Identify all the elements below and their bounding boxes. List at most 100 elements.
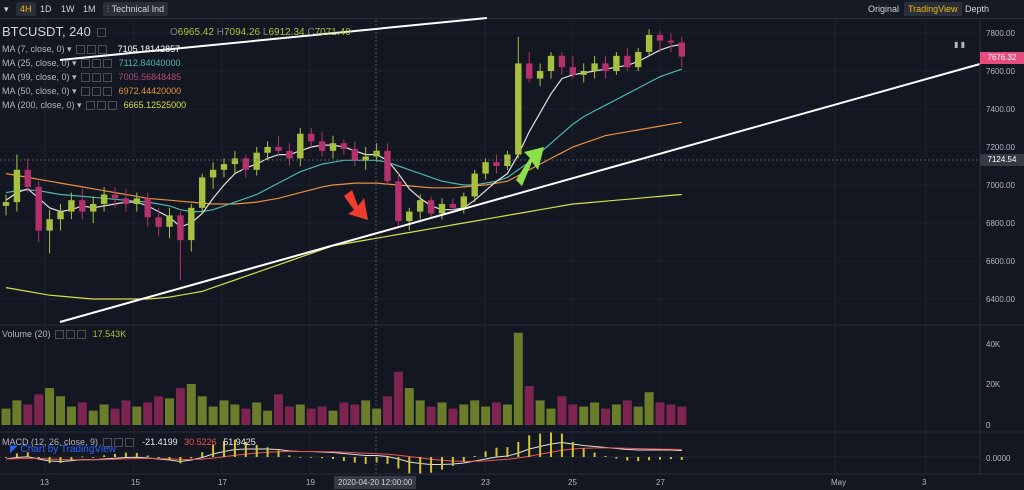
timeframe-dropdown[interactable]: ▾	[4, 4, 9, 14]
volume-bar	[372, 408, 382, 425]
volume-bar	[219, 400, 229, 425]
settings-icon[interactable]	[66, 330, 76, 340]
time-tick: 19	[306, 478, 315, 487]
candle-body	[253, 152, 260, 170]
macd-histogram-bar	[223, 441, 225, 457]
volume-bar	[230, 404, 240, 425]
indicator-ma99[interactable]: MA (99, close, 0) ▾ 7005.56848485	[2, 72, 182, 83]
visibility-icon[interactable]	[102, 438, 112, 448]
macd-histogram-bar	[103, 455, 106, 457]
visibility-icon[interactable]	[81, 73, 91, 83]
open-value: 6965.42	[177, 27, 214, 38]
candle-body	[591, 63, 598, 71]
technical-indicators-button[interactable]: ⫶ Technical Ind	[103, 2, 169, 16]
price-tick: 7000.00	[986, 181, 1015, 190]
tab-original[interactable]: Original	[868, 4, 900, 14]
low-value: 6912.34	[268, 27, 305, 38]
ohlc-readout: O6965.42 H7094.26 L6912.34 C7071.40	[170, 27, 351, 38]
tab-depth[interactable]: Depth	[965, 4, 990, 14]
visibility-icon[interactable]	[76, 45, 86, 55]
macd-histogram-bar	[451, 457, 454, 466]
macd-histogram-bar	[462, 457, 465, 462]
tab-tradingview[interactable]: TradingView	[904, 2, 962, 16]
visibility-icon[interactable]	[81, 87, 91, 97]
settings-icon[interactable]	[96, 28, 106, 38]
macd-histogram-bar	[364, 457, 367, 464]
macd-histogram-bar	[506, 447, 509, 457]
macd-histogram-bar	[550, 432, 552, 457]
macd-histogram-bar	[70, 457, 73, 461]
volume-bar	[1, 408, 11, 425]
settings-icon[interactable]	[92, 87, 102, 97]
close-icon[interactable]	[124, 438, 134, 448]
settings-icon[interactable]	[113, 438, 123, 448]
volume-bar	[383, 396, 392, 425]
close-icon[interactable]	[98, 45, 108, 55]
macd-histogram-bar	[81, 456, 84, 458]
candle-body	[231, 158, 239, 165]
visibility-icon[interactable]	[86, 101, 96, 111]
candle-body	[395, 181, 402, 222]
volume-bar	[197, 396, 207, 425]
macd-legend[interactable]: MACD (12, 26, close, 9) -21.4199 30.5226…	[2, 437, 256, 448]
macd-histogram-bar	[299, 456, 302, 458]
price-tick: 6600.00	[986, 257, 1015, 266]
macd-histogram-bar	[266, 447, 269, 457]
close-icon[interactable]	[77, 330, 87, 340]
settings-icon[interactable]	[92, 59, 102, 69]
price-tick: 7400.00	[986, 105, 1015, 114]
crosshair-time-tag: 2020-04-20 12:00:00	[334, 476, 417, 489]
tradingview-watermark[interactable]: ◤ Chart by TradingView	[10, 444, 116, 455]
volume-bar	[492, 402, 501, 425]
volume-bar	[34, 394, 44, 425]
volume-bar	[568, 404, 578, 425]
indicator-ma25[interactable]: MA (25, close, 0) ▾ 7112.84040000	[2, 58, 181, 69]
visibility-icon[interactable]	[55, 330, 65, 340]
macd-histogram-bar	[604, 455, 607, 457]
tab-1d[interactable]: 1D	[40, 4, 52, 14]
candle-body	[144, 198, 151, 218]
volume-legend[interactable]: Volume (20) 17.543K	[2, 329, 127, 340]
settings-icon[interactable]	[97, 101, 107, 111]
close-icon[interactable]	[103, 73, 113, 83]
volume-bar	[590, 402, 600, 425]
technical-indicators-label: Technical Ind	[111, 4, 165, 14]
macd-histogram-bar	[190, 457, 193, 459]
indicator-ma200[interactable]: MA (200, close, 0) ▾ 6665.12525000	[2, 100, 187, 111]
candle-body	[656, 34, 664, 41]
symbol-title[interactable]: BTCUSDT, 240	[2, 24, 106, 39]
macd-histogram-bar	[517, 441, 520, 457]
close-icon[interactable]	[108, 101, 118, 111]
price-tick: 7800.00	[986, 29, 1015, 38]
indicator-ma7[interactable]: MA (7, close, 0) ▾ 7105.18142857	[2, 44, 181, 55]
settings-icon[interactable]	[92, 73, 102, 83]
volume-bar	[524, 386, 534, 425]
volume-bar	[546, 408, 556, 425]
candle-body	[515, 63, 522, 155]
tab-4h[interactable]: 4H	[16, 2, 36, 16]
candle-body	[504, 154, 511, 166]
close-icon[interactable]	[103, 87, 113, 97]
close-icon[interactable]	[103, 59, 113, 69]
candle-body	[340, 143, 348, 149]
settings-icon[interactable]	[87, 45, 97, 55]
macd-histogram-bar	[615, 457, 618, 459]
visibility-icon[interactable]	[81, 59, 91, 69]
candle-body	[438, 204, 446, 214]
tab-1m[interactable]: 1M	[83, 4, 96, 14]
volume-bar	[121, 400, 131, 425]
candle-body	[406, 211, 413, 222]
macd-histogram-bar	[560, 433, 563, 457]
indicator-ma50[interactable]: MA (50, close, 0) ▾ 6972.44420000	[2, 86, 182, 97]
macd-histogram-bar	[5, 457, 7, 458]
candle-body	[286, 150, 293, 159]
red-down-arrow-icon	[344, 190, 368, 220]
macd-histogram-bar	[593, 452, 596, 457]
candle-body	[536, 71, 544, 79]
tab-1w[interactable]: 1W	[61, 4, 75, 14]
tradingview-logo-icon: ◤	[10, 444, 18, 455]
volume-bar	[448, 408, 458, 425]
macd-histogram-bar	[441, 457, 443, 470]
scale-buttons[interactable]: ▮ ▮	[954, 40, 966, 49]
